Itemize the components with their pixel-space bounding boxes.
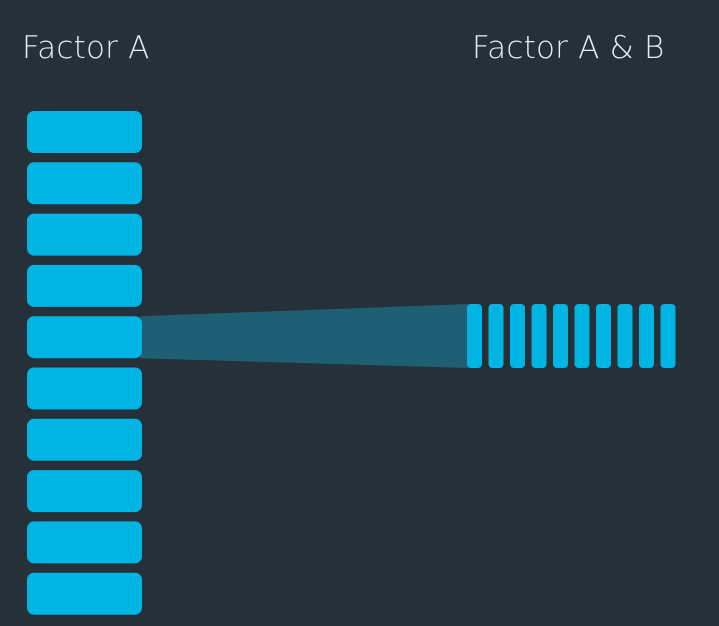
factor-a-b-segment [467,304,482,368]
factor-a-block-highlighted [27,316,142,359]
factor-a-block [27,264,142,307]
factor-a-block [27,521,142,564]
factor-a-block [27,111,142,153]
factor-a-b-segment [488,304,504,368]
factor-a-b-label: Factor A & B [472,30,665,66]
factor-a-block [27,162,142,205]
factor-a-label: Factor A [22,30,150,66]
factor-a-b-segment [553,304,568,368]
factor-a-column [27,111,142,615]
factor-a-block [27,213,142,256]
factor-a-b-group [467,304,676,368]
factor-a-b-segment [574,304,590,368]
factor-a-b-segment [531,304,547,368]
factor-a-b-segment [617,304,633,368]
factor-a-b-segment [639,304,654,368]
factor-a-block [27,418,142,461]
factor-a-b-segment [596,304,611,368]
factor-a-b-segment [510,304,525,368]
expansion-connector [140,304,469,368]
factor-a-block [27,572,142,615]
factor-a-block [27,470,142,513]
factor-a-block [27,367,142,410]
factor-a-b-segment [660,304,676,368]
